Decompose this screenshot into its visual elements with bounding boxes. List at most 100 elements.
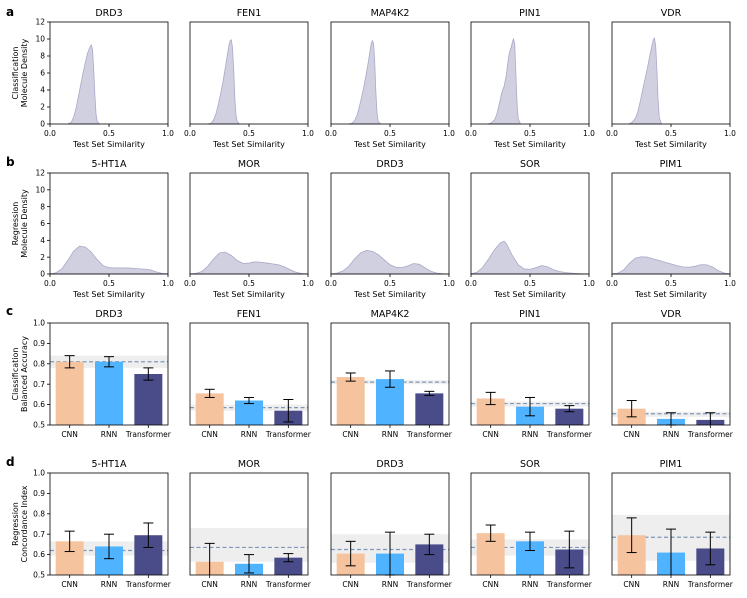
row-label-d: d — [6, 455, 15, 469]
panel-frame — [189, 472, 309, 576]
panel-frame — [189, 172, 309, 275]
x-tick-label: 1.0 — [162, 279, 174, 288]
category-label: Transformer — [687, 580, 734, 589]
category-label: CNN — [623, 580, 639, 589]
x-tick-label: 0.0 — [606, 129, 618, 138]
row-label-c: c — [6, 304, 13, 318]
y-axis-label: Regression — [11, 202, 20, 246]
category-label: Transformer — [125, 580, 172, 589]
panel-frame — [470, 172, 590, 275]
y-tick-label: 0.8 — [33, 509, 45, 518]
y-tick-label: 4 — [40, 86, 45, 95]
x-axis-label: Test Set Similarity — [72, 290, 145, 299]
x-axis-label: Test Set Similarity — [353, 290, 426, 299]
panel-frame — [611, 172, 731, 275]
x-tick-label: 1.0 — [583, 129, 595, 138]
x-tick-label: 0.0 — [44, 279, 56, 288]
category-label: CNN — [623, 430, 639, 439]
x-axis-label: Test Set Similarity — [493, 290, 566, 299]
row-label-b: b — [6, 155, 15, 169]
y-axis-label: Concordance Index — [20, 485, 29, 562]
category-label: CNN — [201, 430, 217, 439]
bar-transformer — [415, 393, 444, 425]
y-tick-label: 10 — [35, 185, 45, 194]
panel-title: PIM1 — [660, 459, 683, 470]
density-area — [67, 44, 101, 125]
category-label: RNN — [663, 580, 679, 589]
x-tick-label: 0.5 — [243, 279, 255, 288]
x-tick-label: 0.0 — [184, 129, 196, 138]
x-tick-label: 0.5 — [665, 279, 677, 288]
category-label: CNN — [342, 580, 358, 589]
bar-transformer — [274, 557, 303, 575]
panel-title: MAP4K2 — [371, 8, 410, 19]
category-label: RNN — [382, 430, 398, 439]
category-label: RNN — [382, 580, 398, 589]
x-axis-label: Test Set Similarity — [493, 140, 566, 149]
y-tick-label: 0.6 — [33, 550, 45, 559]
panel-frame — [189, 21, 309, 125]
category-label: RNN — [522, 580, 538, 589]
panel-frame — [330, 172, 450, 275]
x-tick-label: 0.0 — [44, 129, 56, 138]
panel-frame — [330, 21, 450, 125]
y-tick-label: 0 — [40, 270, 45, 279]
x-tick-label: 1.0 — [162, 129, 174, 138]
panel-title: DRD3 — [376, 159, 403, 170]
category-label: Transformer — [406, 430, 453, 439]
panel-frame — [611, 21, 731, 125]
x-tick-label: 1.0 — [583, 279, 595, 288]
y-axis-label: Classification — [11, 348, 20, 401]
category-label: RNN — [241, 580, 257, 589]
x-tick-label: 1.0 — [443, 129, 455, 138]
x-tick-label: 0.0 — [606, 279, 618, 288]
y-tick-label: 6 — [40, 219, 45, 228]
density-area — [487, 37, 522, 125]
bar-transformer — [134, 374, 163, 425]
panel-title: VDR — [661, 309, 682, 320]
x-tick-label: 0.5 — [243, 129, 255, 138]
y-tick-label: 0.9 — [33, 489, 45, 498]
y-tick-label: 0.5 — [33, 421, 45, 430]
y-tick-label: 0.7 — [33, 530, 45, 539]
category-label: CNN — [482, 430, 498, 439]
category-label: RNN — [101, 580, 117, 589]
x-tick-label: 0.0 — [465, 279, 477, 288]
x-tick-label: 0.0 — [325, 129, 337, 138]
panel-title: MAP4K2 — [371, 309, 410, 320]
x-tick-label: 0.5 — [384, 279, 396, 288]
y-tick-label: 1.0 — [33, 319, 45, 328]
panel-title: VDR — [661, 8, 682, 19]
category-label: RNN — [522, 430, 538, 439]
panel-frame — [49, 21, 169, 125]
x-tick-label: 0.5 — [524, 129, 536, 138]
panel-title: FEN1 — [237, 309, 262, 320]
y-tick-label: 8 — [40, 52, 45, 61]
bar-transformer — [555, 408, 584, 425]
y-axis-label: Regression — [11, 502, 20, 546]
y-axis-label: Molecule Density — [20, 189, 29, 258]
panel-frame — [611, 472, 731, 576]
y-tick-label: 2 — [40, 253, 45, 262]
y-tick-label: 8 — [40, 202, 45, 211]
panel-title: 5-HT1A — [92, 459, 127, 470]
y-tick-label: 0.5 — [33, 571, 45, 580]
panel-title: PIN1 — [519, 8, 541, 19]
density-area — [611, 256, 731, 275]
x-tick-label: 0.5 — [384, 129, 396, 138]
category-label: Transformer — [406, 580, 453, 589]
y-tick-label: 1.0 — [33, 469, 45, 478]
x-tick-label: 0.5 — [103, 279, 115, 288]
y-tick-label: 0.7 — [33, 380, 45, 389]
panel-frame — [470, 472, 590, 576]
x-tick-label: 1.0 — [302, 279, 314, 288]
panel-frame — [611, 322, 731, 426]
y-tick-label: 0.9 — [33, 339, 45, 348]
x-axis-label: Test Set Similarity — [353, 140, 426, 149]
x-tick-label: 0.5 — [524, 279, 536, 288]
panel-frame — [49, 472, 169, 576]
category-label: RNN — [663, 430, 679, 439]
x-axis-label: Test Set Similarity — [634, 140, 707, 149]
y-tick-label: 0 — [40, 120, 45, 129]
x-tick-label: 0.0 — [465, 129, 477, 138]
